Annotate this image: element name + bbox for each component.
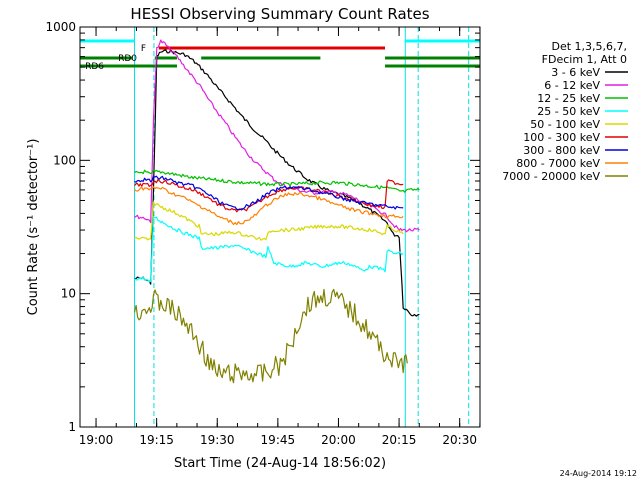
legend-header: FDecim 1, Att 0 xyxy=(542,53,627,66)
series-line xyxy=(134,39,420,233)
y-tick-label: 1000 xyxy=(45,20,76,34)
series-line xyxy=(133,288,408,384)
annotation-label-f: F xyxy=(141,44,146,54)
x-tick-label: 19:00 xyxy=(79,433,114,447)
legend-label: 50 - 100 keV xyxy=(530,118,600,131)
series-line xyxy=(134,49,420,317)
timestamp: 24-Aug-2014 19:12 xyxy=(560,469,637,478)
x-axis-label: Start Time (24-Aug-14 18:56:02) xyxy=(174,456,386,471)
legend-header: Det 1,3,5,6,7, xyxy=(551,40,627,53)
legend-label: 12 - 25 keV xyxy=(537,92,600,105)
series-line xyxy=(134,216,404,283)
x-tick-label: 19:30 xyxy=(200,433,235,447)
series-line xyxy=(134,175,404,211)
series-line xyxy=(134,169,420,193)
y-axis-label: Count Rate (s⁻¹ detector⁻¹) xyxy=(26,139,41,316)
legend-label: 7000 - 20000 keV xyxy=(502,170,600,183)
x-tick-label: 20:15 xyxy=(382,433,417,447)
chart-title: HESSI Observing Summary Count Rates xyxy=(130,5,429,23)
series-line xyxy=(134,201,404,241)
y-tick-label: 1 xyxy=(68,420,76,434)
legend-label: 800 - 7000 keV xyxy=(516,157,600,170)
annotation-label-rd0: RD0 xyxy=(118,54,137,64)
x-tick-label: 19:15 xyxy=(139,433,174,447)
legend-label: 3 - 6 keV xyxy=(551,66,600,79)
y-tick-label: 10 xyxy=(61,287,76,301)
legend-label: 25 - 50 keV xyxy=(537,105,600,118)
x-tick-label: 20:30 xyxy=(442,433,477,447)
x-tick-label: 19:45 xyxy=(261,433,296,447)
annotation-label-rd6: RD6 xyxy=(85,62,104,72)
legend-label: 300 - 800 keV xyxy=(523,144,600,157)
legend-label: 100 - 300 keV xyxy=(523,131,600,144)
plot-frame xyxy=(79,26,481,428)
y-tick-label: 100 xyxy=(53,153,76,167)
series-line xyxy=(134,186,404,226)
x-tick-label: 20:00 xyxy=(321,433,356,447)
legend-label: 6 - 12 keV xyxy=(544,79,600,92)
